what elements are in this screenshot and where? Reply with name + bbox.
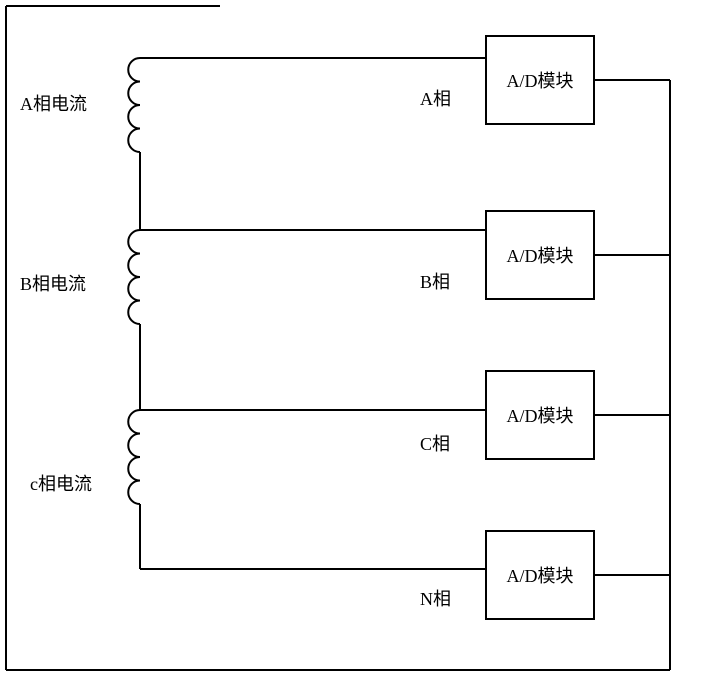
ad-module-box: A/D模块 bbox=[485, 370, 595, 460]
ad-module-box: A/D模块 bbox=[485, 530, 595, 620]
inductor-label: c相电流 bbox=[30, 470, 92, 496]
phase-label: N相 bbox=[420, 585, 451, 611]
phase-label: C相 bbox=[420, 430, 450, 456]
ad-module-box: A/D模块 bbox=[485, 210, 595, 300]
phase-label: A相 bbox=[420, 85, 451, 111]
inductor-label: A相电流 bbox=[20, 90, 87, 116]
phase-label: B相 bbox=[420, 268, 450, 294]
ad-module-box: A/D模块 bbox=[485, 35, 595, 125]
inductor-label: B相电流 bbox=[20, 270, 86, 296]
